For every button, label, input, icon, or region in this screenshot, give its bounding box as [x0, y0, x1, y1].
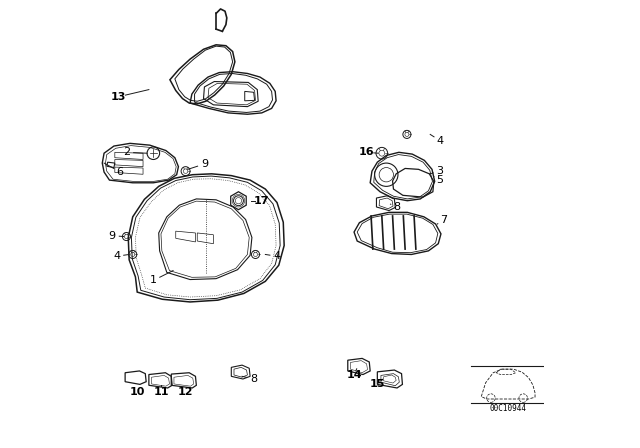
- Text: 8: 8: [250, 374, 257, 384]
- Text: 8: 8: [394, 202, 401, 212]
- Text: 6: 6: [116, 167, 124, 177]
- Text: 00C10944: 00C10944: [490, 404, 527, 413]
- Text: 14: 14: [346, 370, 362, 380]
- Text: 16: 16: [359, 147, 374, 157]
- Text: 7: 7: [440, 215, 447, 224]
- Text: 4: 4: [113, 251, 120, 261]
- Text: 11: 11: [154, 388, 169, 397]
- Text: 15: 15: [370, 379, 385, 389]
- Text: 5: 5: [436, 175, 444, 185]
- Text: 13: 13: [111, 92, 126, 102]
- Text: 1: 1: [150, 276, 157, 285]
- Text: 2: 2: [123, 147, 130, 157]
- Text: 17: 17: [254, 196, 269, 206]
- Text: 3: 3: [436, 166, 444, 176]
- Text: 9: 9: [109, 231, 116, 241]
- Text: 4: 4: [436, 136, 444, 146]
- Text: 9: 9: [201, 159, 208, 169]
- Text: 4: 4: [273, 251, 280, 261]
- Text: 12: 12: [178, 388, 193, 397]
- Text: 10: 10: [129, 388, 145, 397]
